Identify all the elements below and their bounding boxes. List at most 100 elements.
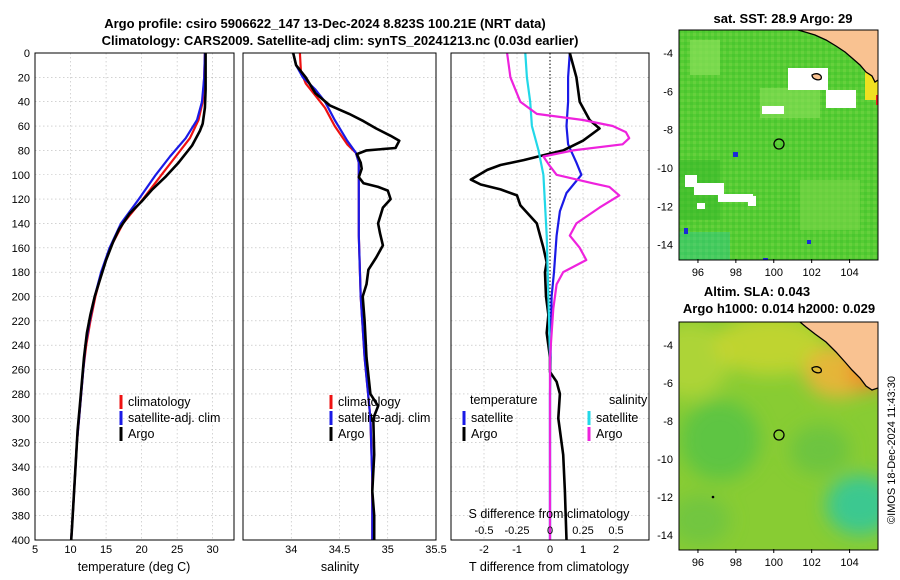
s-difference-axis-label: S difference from climatology (469, 507, 631, 521)
sla-map-image (679, 322, 878, 550)
temperature-panel: 0 20 40 60 80 100 120 140 160 180 200 220 240 260 280 3… (12, 48, 235, 574)
depth-tick-label: 300 (12, 413, 30, 425)
x-tick-label: 0 (547, 544, 553, 556)
x-tick-label: 2 (613, 544, 619, 556)
sla-high-region (679, 322, 730, 398)
figure-title-line1: Argo profile: csiro 5906622_147 13-Dec-2… (104, 16, 546, 31)
longitude-tick-label: 104 (840, 267, 858, 279)
depth-tick-labels: 0 20 40 60 80 100 120 140 160 180 200 220 240 260 280 3… (12, 48, 30, 547)
sst-cold-pixel (763, 258, 768, 260)
x-tick-label: 35 (382, 544, 394, 556)
difference-axes-frame (450, 52, 650, 541)
x-tick-label: -2 (479, 544, 489, 556)
depth-tick-label: 340 (12, 462, 30, 474)
x-tick-label: 35.5 (425, 544, 446, 556)
coastline (797, 30, 878, 83)
temperature-axes-frame (34, 52, 235, 541)
s-difference-tick-label: 0.5 (608, 525, 623, 537)
sla-map-title-line2: Argo h1000: 0.014 h2000: 0.029 (683, 301, 875, 316)
argo-float-marker (773, 138, 785, 150)
legend-label-argo-temperature: Argo (471, 427, 497, 441)
x-tick-label: 10 (64, 544, 76, 556)
islet-marker (711, 495, 715, 499)
temperature-grid (34, 52, 234, 541)
latitude-tick-label: -12 (657, 492, 673, 504)
depth-tick-label: 280 (12, 389, 30, 401)
difference-lines (469, 52, 631, 541)
depth-tick-label: 100 (12, 170, 30, 182)
latitude-tick-label: -6 (663, 86, 673, 98)
depth-tick-label: 40 (18, 97, 30, 109)
x-tick-label: 34 (285, 544, 297, 556)
temperature-lines (69, 52, 207, 541)
temperature-tick-labels: 5 10 15 20 25 30 (32, 544, 219, 556)
sst-cloud-gap (826, 90, 856, 108)
legend-label-argo-salinity: Argo (596, 427, 622, 441)
s-difference-tick-labels: -0.5 -0.25 0 0.25 0.5 (475, 525, 624, 537)
longitude-tick-label: 102 (802, 267, 820, 279)
x-tick-label: 34.5 (329, 544, 350, 556)
latitude-tick-label: -14 (657, 530, 673, 542)
sla-map-panel: Altim. SLA: 0.043 Argo h1000: 0.014 h200… (657, 284, 879, 569)
depth-tick-label: 80 (18, 145, 30, 157)
sst-cloud-gap (762, 106, 784, 114)
series-line-argo-salinity (506, 52, 631, 540)
sst-map-image (679, 30, 878, 260)
sst-cold-pixel (807, 240, 811, 244)
x-tick-label: 20 (135, 544, 147, 556)
difference-panel: -2 -1 0 1 2 T difference from climatology S … (450, 52, 650, 574)
difference-legend: temperature satellite Argo salinity sate… (462, 393, 648, 441)
island-enggano (811, 73, 823, 81)
sst-warm-patch (690, 40, 720, 75)
depth-tick-label: 60 (18, 121, 30, 133)
depth-tick-label: 320 (12, 438, 30, 450)
latitude-tick-label: -6 (663, 378, 673, 390)
sla-low-region (679, 495, 730, 545)
depth-tick-label: 260 (12, 365, 30, 377)
s-difference-tick-label: -0.5 (475, 525, 494, 537)
sst-map-tick-labels: 96 98 100 102 104 -4 -6 -8 -10 -12 -14 (657, 48, 859, 279)
salinity-legend: climatology satellite-adj. clim Argo (329, 395, 430, 441)
sst-map-title: sat. SST: 28.9 Argo: 29 (714, 11, 853, 26)
latitude-tick-label: -12 (657, 201, 673, 213)
sst-cloud-gap (694, 183, 724, 195)
legend-title-temperature: temperature (470, 393, 537, 407)
t-difference-tick-labels: -2 -1 0 1 2 (479, 544, 619, 556)
sst-cold-pixel (733, 152, 738, 157)
sla-low-region (826, 475, 878, 535)
legend-title-salinity: salinity (609, 393, 648, 407)
x-tick-label: -1 (512, 544, 522, 556)
temperature-xlabel: temperature (deg C) (78, 560, 191, 574)
salinity-xlabel: salinity (321, 560, 360, 574)
sst-cloud-gap (697, 203, 705, 209)
land-sumatra (800, 322, 878, 390)
longitude-tick-label: 102 (802, 557, 820, 569)
series-line-argo (291, 52, 401, 540)
sla-map-tick-labels: 96 98 100 102 104 -4 -6 -8 -10 -12 -14 (657, 340, 859, 569)
longitude-tick-label: 104 (840, 557, 858, 569)
longitude-tick-label: 98 (730, 267, 742, 279)
latitude-tick-label: -4 (663, 48, 673, 60)
legend-label-satellite-adj-clim: satellite-adj. clim (338, 411, 430, 425)
latitude-tick-label: -14 (657, 240, 673, 252)
series-line-argo-temperature (469, 52, 601, 541)
legend-label-argo: Argo (128, 427, 154, 441)
longitude-tick-label: 96 (692, 557, 704, 569)
x-tick-label: 1 (580, 544, 586, 556)
depth-tick-label: 20 (18, 72, 30, 84)
imos-watermark: ©IMOS 18-Dec-2024 11:43:30 (886, 376, 898, 524)
figure-title-line2: Climatology: CARS2009. Satellite-adj cli… (102, 33, 579, 48)
salinity-lines (291, 52, 401, 540)
latitude-tick-label: -10 (657, 163, 673, 175)
sst-cloud-gap (718, 194, 753, 202)
sst-cold-pixel (684, 228, 688, 234)
depth-tick-label: 140 (12, 218, 30, 230)
x-tick-label: 5 (32, 544, 38, 556)
legend-label-satellite-salinity: satellite (596, 411, 638, 425)
x-tick-label: 25 (171, 544, 183, 556)
latitude-tick-label: -8 (663, 125, 673, 137)
latitude-tick-label: -10 (657, 454, 673, 466)
sst-map-frame (678, 29, 879, 261)
coastline (799, 322, 878, 391)
legend-label-satellite-adj-clim: satellite-adj. clim (128, 411, 220, 425)
